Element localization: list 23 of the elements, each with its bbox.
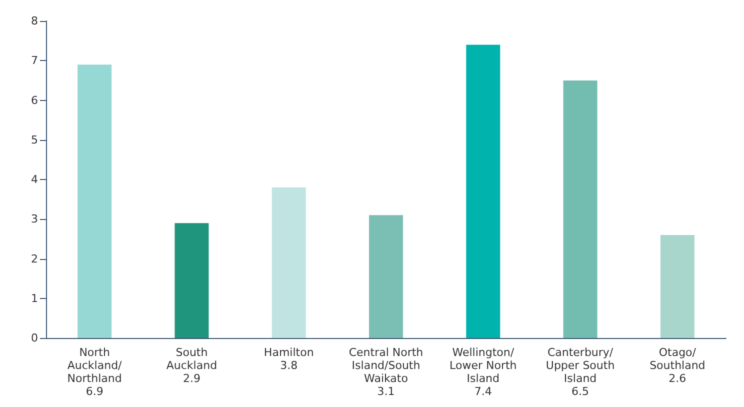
y-tick-label: 0 [31, 332, 38, 344]
bar [78, 64, 112, 338]
x-tick-label: Central North Island/South Waikato 3.1 [348, 346, 424, 398]
y-tick-label: 4 [31, 173, 38, 186]
x-tick-label: Wellington/ Lower North Island 7.4 [450, 346, 517, 398]
y-tick-label: 5 [31, 133, 38, 146]
x-tick-label: South Auckland 2.9 [166, 346, 218, 385]
y-tick-label: 8 [31, 14, 38, 28]
x-tick-label: Canterbury/ Upper South Island 6.5 [546, 346, 615, 398]
y-tick-label: 2 [31, 252, 38, 266]
y-tick-label: 6 [31, 94, 38, 107]
y-tick-label: 7 [31, 54, 38, 68]
bar [174, 223, 209, 338]
x-tick-label: North Auckland/ Northland 6.9 [67, 346, 122, 398]
x-tick-label: Otago/ Southland 2.6 [650, 346, 706, 385]
bar [369, 215, 403, 338]
bar [660, 234, 694, 338]
y-tick-label: 3 [31, 212, 38, 226]
bar [563, 80, 598, 338]
y-tick-label: 1 [31, 292, 38, 305]
bar [272, 187, 306, 338]
bar [466, 44, 500, 338]
x-tick-label: Hamilton 3.8 [264, 346, 314, 372]
